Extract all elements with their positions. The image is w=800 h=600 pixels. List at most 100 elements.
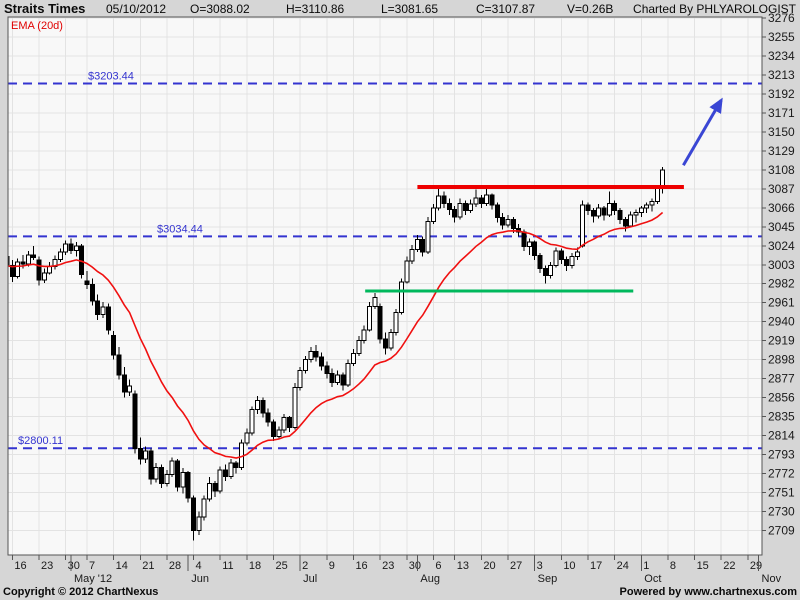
candlestick [159, 464, 165, 489]
trend-arrow[interactable] [682, 97, 723, 167]
candlestick [15, 258, 21, 279]
candlestick [164, 470, 170, 487]
y-axis-label: 2856 [768, 391, 795, 405]
y-axis-label: 3108 [768, 163, 795, 177]
candlestick [473, 189, 479, 207]
candlestick [585, 202, 591, 216]
y-axis-label: 2940 [768, 315, 795, 329]
y-axis-label: 2961 [768, 296, 795, 310]
candlestick [356, 336, 362, 357]
candlestick [649, 198, 655, 212]
candlestick [244, 428, 250, 446]
x-axis-label: 20 [483, 560, 495, 572]
y-axis-label: 2898 [768, 353, 795, 367]
candlestick [462, 200, 468, 216]
candlestick [617, 207, 623, 225]
candlestick [318, 352, 324, 371]
candlestick [468, 199, 474, 214]
candlestick [361, 325, 367, 344]
quote-high: H=3110.86 [286, 2, 345, 16]
candlestick [31, 245, 37, 261]
y-axis-label: 3045 [768, 220, 795, 234]
quote-date: 05/10/2012 [106, 2, 167, 16]
candlestick [249, 406, 255, 436]
x-axis-label: 8 [670, 560, 676, 572]
x-axis-label: 4 [196, 560, 202, 572]
candlestick [564, 256, 570, 272]
month-label: Nov [762, 573, 782, 585]
candlestick [137, 437, 143, 465]
x-axis-label: 2 [302, 560, 308, 572]
x-axis-label: 9 [329, 560, 335, 572]
y-axis-label: 3024 [768, 239, 795, 253]
y-axis-label: 2877 [768, 372, 795, 386]
level-label: $2800.11 [18, 435, 63, 447]
candlestick [111, 330, 117, 360]
x-axis-label: 17 [590, 560, 602, 572]
candlestick [95, 294, 101, 320]
y-axis-label: 2772 [768, 467, 795, 481]
x-axis-label: 23 [382, 560, 394, 572]
candlestick [345, 359, 351, 387]
x-axis-label: 13 [457, 560, 469, 572]
candlestick [489, 193, 495, 210]
candlestick [532, 240, 538, 261]
candlestick [265, 408, 271, 427]
y-axis-label: 3171 [768, 106, 795, 120]
candlestick [606, 191, 612, 217]
annotations [365, 97, 723, 293]
candlestick [223, 464, 229, 481]
candlestick [313, 345, 319, 362]
candlestick [100, 301, 106, 319]
x-axis-label: 16 [355, 560, 367, 572]
x-axis-label: 25 [276, 560, 288, 572]
y-axis-label: 3150 [768, 125, 795, 139]
candlestick [548, 262, 554, 279]
x-axis-label: 30 [68, 560, 80, 572]
candlestick [500, 213, 506, 230]
candlestick [116, 347, 122, 380]
x-axis-label: 24 [617, 560, 629, 572]
candlestick [63, 240, 69, 255]
candlestick [286, 415, 292, 433]
candlestick [308, 347, 314, 363]
plot-area[interactable] [8, 17, 762, 555]
quote-volume: V=0.26B [567, 2, 614, 16]
candlestick [446, 198, 452, 216]
candlestick [644, 202, 650, 214]
x-axis-label: 30 [409, 560, 421, 572]
y-axis-labels: 2709 2730 2751 2772 2793 2814 2835 2856 2877 2898… [762, 11, 795, 538]
ema-line [8, 211, 664, 459]
candlestick [169, 457, 175, 478]
x-axis-label: 10 [563, 560, 575, 572]
candlestick [542, 265, 548, 284]
x-axis-labels: 16 23 30 7 14 21 28 4 11 18 25 2 9 16 23 30 6 13 20 27 3 10 17… [11, 555, 762, 572]
x-axis-label: 11 [222, 560, 233, 572]
x-axis-label: 29 [750, 560, 762, 572]
month-label: Oct [644, 573, 661, 585]
copyright-text: Copyright © 2012 ChartNexus [3, 586, 159, 598]
candlestick [105, 303, 111, 335]
candlestick [121, 366, 127, 398]
x-axis-label: 23 [41, 560, 53, 572]
y-axis-label: 2709 [768, 524, 795, 538]
candlestick [494, 202, 500, 223]
candlestick [207, 477, 213, 502]
candlestick [25, 251, 31, 267]
candlestick [404, 256, 410, 284]
candlestick [505, 215, 511, 228]
candlestick [233, 460, 239, 474]
candlestick [36, 256, 42, 286]
ema-indicator-label: EMA (20d) [11, 20, 63, 32]
month-label: Aug [420, 573, 440, 585]
candlestick [148, 448, 154, 485]
candlestick [292, 383, 298, 430]
y-axis-label: 3192 [768, 87, 795, 101]
candlestick [329, 368, 335, 387]
candlestick [409, 244, 415, 264]
x-axis-label: 28 [169, 560, 181, 572]
month-labels: May '12 Jun Jul Aug Sep Oct Nov [70, 555, 782, 585]
plot-border [7, 16, 763, 556]
